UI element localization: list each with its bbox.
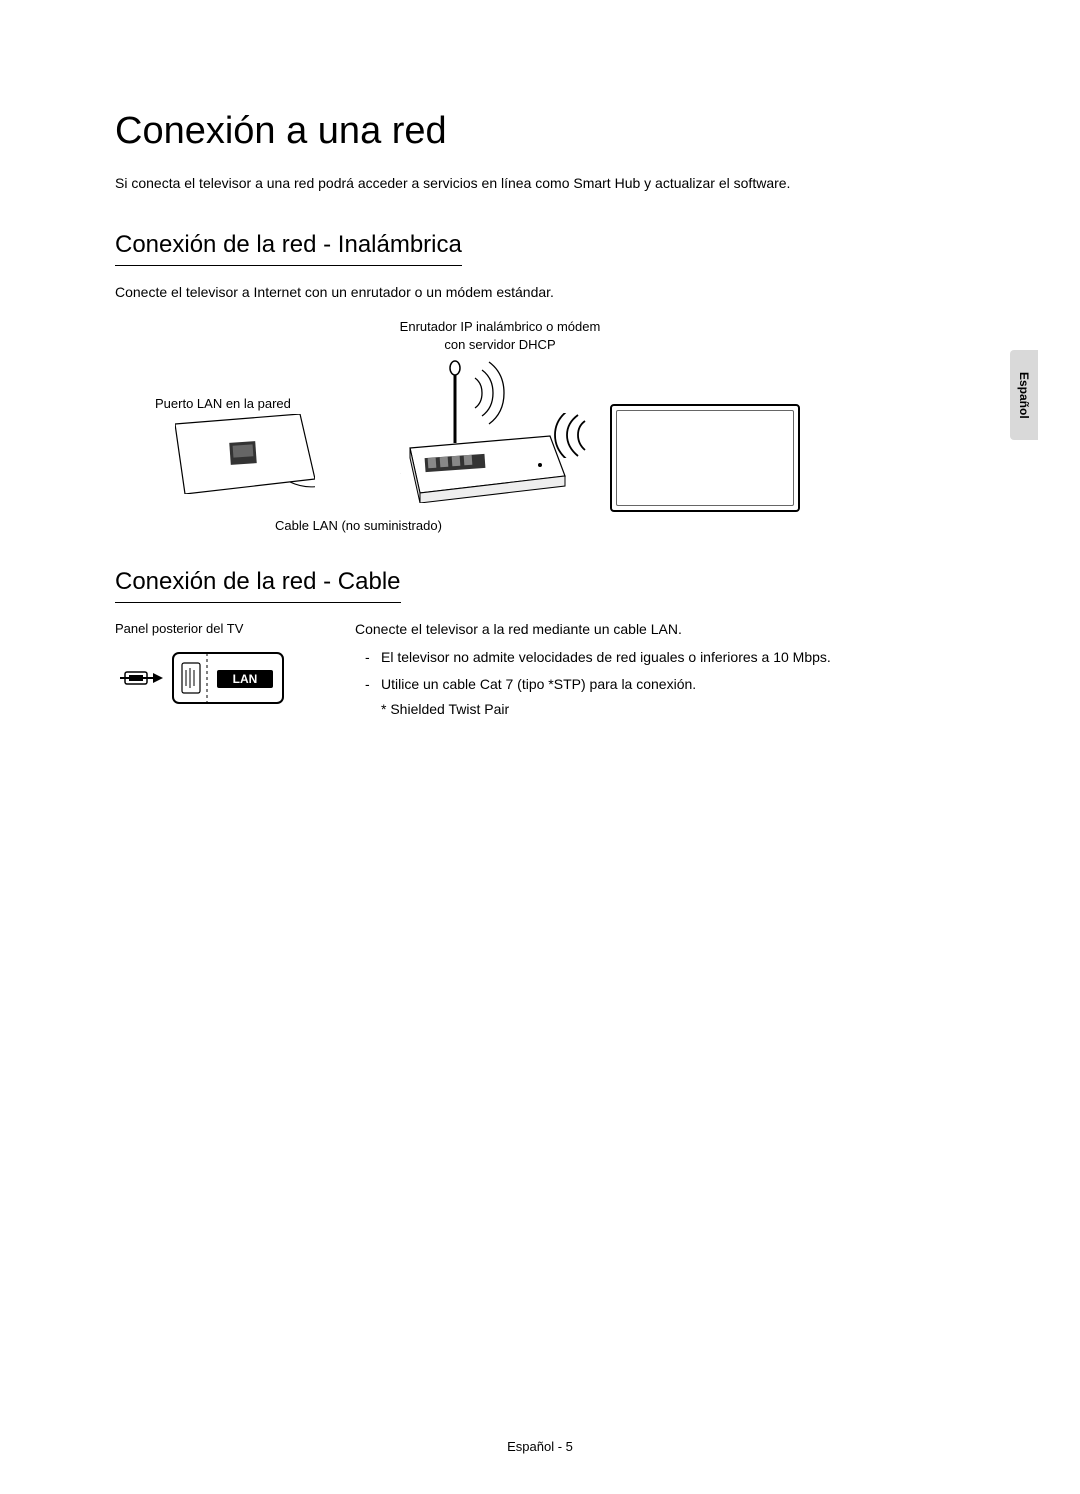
stp-footnote: * Shielded Twist Pair [355, 701, 965, 717]
language-side-tab: Español [1010, 350, 1038, 440]
lan-port-text: LAN [233, 672, 258, 686]
wireless-section-title: Conexión de la red - Inalámbrica [115, 231, 462, 266]
lan-port-label: Puerto LAN en la pared [155, 396, 291, 411]
tv-icon [610, 404, 800, 512]
cable-section: Panel posterior del TV LAN Conecte el te… [115, 621, 965, 717]
page-footer: Español - 5 [0, 1439, 1080, 1454]
tv-back-panel-icon: LAN [115, 648, 315, 708]
router-label: Enrutador IP inalámbrico o módem con ser… [385, 318, 615, 354]
cable-text-column: Conecte el televisor a la red mediante u… [355, 621, 965, 717]
router-label-line2: con servidor DHCP [444, 337, 555, 352]
router-label-line1: Enrutador IP inalámbrico o módem [400, 319, 601, 334]
bullet-item-2: Utilice un cable Cat 7 (tipo *STP) para … [365, 674, 965, 695]
wireless-signal-icon [550, 413, 595, 458]
main-title: Conexión a una red [115, 110, 965, 153]
cable-intro-text: Conecte el televisor a la red mediante u… [355, 621, 965, 637]
wireless-diagram: Enrutador IP inalámbrico o módem con ser… [115, 318, 815, 538]
cable-section-title: Conexión de la red - Cable [115, 568, 401, 603]
language-label: Español [1017, 372, 1031, 419]
cable-diagram-column: Panel posterior del TV LAN [115, 621, 325, 713]
bullet-item-1: El televisor no admite velocidades de re… [365, 647, 965, 668]
wall-port-icon [175, 414, 315, 494]
panel-posterior-label: Panel posterior del TV [115, 621, 325, 636]
wireless-section-text: Conecte el televisor a Internet con un e… [115, 284, 965, 300]
cable-lan-label: Cable LAN (no suministrado) [275, 518, 442, 533]
cable-bullet-list: El televisor no admite velocidades de re… [355, 647, 965, 695]
intro-text: Si conecta el televisor a una red podrá … [115, 175, 965, 191]
